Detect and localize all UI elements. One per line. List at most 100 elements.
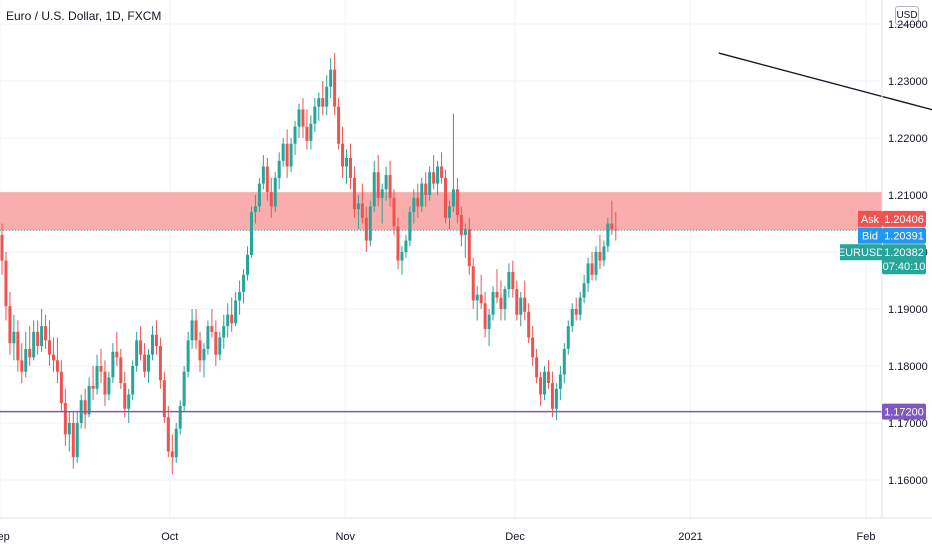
bid-label-value: 1.20391: [884, 231, 924, 243]
candle-body: [447, 206, 451, 218]
candle-body: [24, 348, 28, 372]
candle-body: [238, 291, 242, 301]
candle-body: [475, 294, 479, 301]
trendline[interactable]: [718, 52, 932, 260]
candle-body: [412, 197, 416, 213]
candle-body: [119, 357, 123, 384]
last-label-value-bg: [882, 244, 926, 275]
candle-body: [467, 229, 471, 267]
chart-title: Euro / U.S. Dollar, 1D, FXCM: [6, 9, 162, 23]
candle-body: [598, 252, 602, 261]
candle-body: [396, 226, 400, 261]
last-label-tag: [840, 244, 882, 261]
candle-body: [463, 229, 467, 235]
candle-body: [495, 291, 499, 298]
grid: [0, 0, 882, 518]
candle-body: [107, 377, 111, 395]
candle-body: [566, 326, 570, 349]
candle-body: [539, 377, 543, 395]
candle-body: [432, 172, 436, 184]
y-tick-label: 1.18000: [888, 361, 928, 373]
ask-label-name: Ask: [861, 214, 880, 226]
candle-body: [55, 360, 59, 372]
candle-body: [123, 383, 127, 409]
x-tick-label: Feb: [856, 531, 875, 543]
candle-body: [610, 223, 614, 230]
candle-body: [28, 348, 32, 358]
candle-body: [491, 291, 495, 315]
y-tick-label: 1.22000: [888, 133, 928, 145]
candle-body: [305, 126, 309, 141]
candle-body: [531, 337, 535, 358]
candle-body: [400, 252, 404, 261]
candle-body: [348, 157, 352, 178]
candle-body: [257, 183, 261, 207]
candle-body: [147, 354, 151, 372]
candle-body: [515, 289, 519, 315]
last-label-value: 1.20382: [884, 247, 924, 259]
candle-body: [59, 371, 63, 404]
countdown-label: 07:40:10: [883, 261, 926, 273]
x-tick-label: Oct: [161, 531, 178, 543]
price-axis[interactable]: 1.240001.230001.220001.210001.200001.190…: [881, 0, 928, 518]
candle-body: [285, 143, 289, 167]
currency-button[interactable]: USD: [895, 6, 919, 25]
candle-body: [150, 334, 154, 355]
candle-body: [36, 331, 40, 347]
candle-body: [87, 385, 91, 415]
ask-label-value-bg: [882, 210, 926, 227]
candle-body: [321, 98, 325, 107]
candle-body: [535, 357, 539, 378]
candle-body: [309, 123, 313, 141]
candle-body: [479, 294, 483, 304]
candle-body: [360, 203, 364, 218]
bid-label-name: Bid: [862, 231, 878, 243]
support-label-value-bg: [882, 403, 926, 420]
candle-body: [388, 175, 392, 198]
candle-body: [558, 374, 562, 389]
candle-body: [186, 340, 190, 372]
candle-body: [20, 360, 24, 372]
candle-body: [4, 260, 8, 307]
candle-body: [337, 106, 341, 144]
candle-body: [487, 314, 491, 329]
candle-body: [67, 423, 71, 435]
candle-body: [154, 334, 158, 347]
x-tick-label: 2021: [678, 531, 702, 543]
candle-body: [420, 183, 424, 207]
candles: [0, 53, 618, 475]
candle-body: [329, 69, 333, 87]
candle-body: [554, 388, 558, 409]
candle-body: [301, 109, 305, 127]
last-label-name: EURUSD: [838, 247, 885, 259]
candle-body: [519, 297, 523, 315]
candle-body: [265, 166, 269, 193]
candle-body: [44, 326, 48, 341]
y-tick-label: 1.17000: [888, 418, 928, 430]
candle-body: [131, 366, 135, 395]
candle-body: [0, 234, 4, 261]
candle-body: [499, 297, 503, 309]
candle-body: [471, 266, 475, 301]
candle-body: [416, 197, 420, 207]
candle-body: [428, 172, 432, 195]
candle-body: [384, 175, 388, 190]
candle-body: [602, 246, 606, 261]
candle-body: [198, 340, 202, 361]
candle-body: [424, 183, 428, 195]
candle-body: [40, 326, 44, 347]
candle-body: [586, 263, 590, 284]
ask-label-value: 1.20406: [884, 214, 924, 226]
candle-body: [99, 366, 103, 372]
candle-body: [507, 271, 511, 290]
candle-body: [483, 303, 487, 329]
candle-body: [317, 98, 321, 107]
candle-body: [32, 331, 36, 358]
candle-body: [115, 351, 119, 358]
y-tick-label: 1.16000: [888, 475, 928, 487]
candle-body: [408, 212, 412, 241]
candle-body: [91, 385, 95, 389]
candle-body: [135, 340, 139, 366]
time-axis[interactable]: SepOctNovDec2021FebMarAprMayJunJulAug: [0, 517, 932, 543]
